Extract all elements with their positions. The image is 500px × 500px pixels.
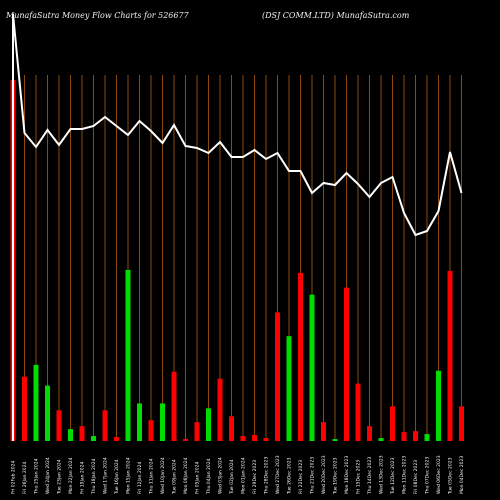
x-tick-label: Thu 07Dec 2023: [425, 457, 431, 495]
money-flow-bar: [275, 312, 280, 441]
x-tick-label: Wed 10Jan 2024: [160, 457, 166, 494]
money-flow-bar: [413, 431, 418, 441]
money-flow-bar: [33, 364, 39, 441]
money-flow-bar: [321, 422, 326, 441]
x-tick-label: Fri 22Dec 2023: [298, 460, 304, 494]
money-flow-bar: [171, 371, 177, 441]
x-tick-label: Tue 23Jan 2024: [57, 459, 63, 495]
money-flow-bars: [10, 79, 464, 441]
x-tick-label: Thu 11Jan 2024: [149, 458, 155, 495]
money-flow-bar: [367, 426, 372, 441]
money-flow-bar: [79, 426, 85, 441]
x-tick-label: Wed 17Jan 2024: [103, 457, 109, 494]
money-flow-bar: [160, 403, 165, 441]
x-tick-label: Tue 26Dec 2023: [287, 457, 293, 495]
x-tick-label: Wed 24Jan 2024: [45, 457, 51, 494]
money-flow-bar: [229, 416, 234, 441]
money-flow-bar: [194, 422, 200, 441]
money-flow-bar: [344, 287, 349, 441]
money-flow-bar: [45, 385, 50, 441]
money-flow-bar: [286, 336, 292, 441]
money-flow-bar: [114, 437, 119, 441]
x-tick-label: Wed 06Dec 2023: [436, 455, 442, 494]
money-flow-bar: [183, 439, 188, 441]
x-tick-label: Mon 11Dec 2023: [402, 456, 408, 494]
x-tick-label: Fri 26Jan 2024: [22, 462, 28, 494]
x-tick-label: Thu 18Jan 2024: [91, 458, 97, 495]
x-tick-label: Thu 28Dec 2023: [264, 457, 270, 495]
money-flow-bar: [206, 408, 211, 441]
money-flow-bar: [56, 410, 62, 441]
x-tick-label: Tue 19Dec 2023: [333, 457, 339, 495]
money-flow-bar: [240, 436, 246, 441]
x-axis-labels: Fri 02Feb 2024 Fri 26Jan 2024 Thu 25Jan 20…: [11, 455, 466, 495]
x-tick-label: Thu 21Dec 2023: [310, 457, 316, 495]
money-flow-bar: [436, 370, 441, 441]
x-tick-label: Fri 02Feb 2024: [11, 460, 17, 494]
chart-title-center: (DSJ COMM.LTD) MunafaSutra.com: [262, 11, 410, 20]
x-tick-label: Tue 12Dec 2023: [390, 457, 396, 495]
x-tick-label: Fri 15Dec 2023: [356, 460, 362, 494]
x-tick-label: Mon 15Jan 2024: [126, 457, 132, 494]
money-flow-bar: [332, 439, 338, 441]
money-flow-bar: [447, 270, 453, 441]
x-tick-label: Wed 03Jan 2024: [218, 457, 224, 494]
x-tick-label: Mon 01Jan 2024: [241, 457, 247, 494]
x-tick-label: Tue 16Jan 2024: [114, 459, 120, 495]
money-flow-bar: [91, 436, 96, 441]
x-tick-label: Tue 09Jan 2024: [172, 459, 178, 495]
money-flow-bar: [263, 438, 269, 441]
x-tick-label: Mon 22Jan 2024: [68, 457, 74, 494]
money-flow-bar: [148, 420, 154, 441]
x-tick-label: Thu 04Jan 2024: [206, 458, 212, 495]
money-flow-bar: [125, 269, 131, 441]
x-tick-label: Thu 25Jan 2024: [34, 458, 40, 495]
x-tick-label: Mon 04Dec 2023: [459, 456, 465, 494]
x-tick-label: Thu 14Dec 2023: [367, 457, 373, 495]
chart-title-left: MunafaSutra Money Flow Charts for 526677: [6, 11, 189, 20]
x-tick-label: Mon 08Jan 2024: [183, 457, 189, 494]
x-tick-label: Tue 02Jan 2024: [229, 459, 235, 495]
money-flow-bar: [459, 406, 464, 441]
money-flow-bar: [390, 406, 395, 441]
x-tick-label: Wed 27Dec 2023: [275, 455, 281, 494]
money-flow-bar: [355, 383, 361, 441]
money-flow-bar: [252, 435, 257, 441]
price-line: [12, 13, 463, 441]
money-flow-bar: [68, 429, 73, 441]
money-flow-bar: [309, 294, 315, 441]
x-tick-label: Wed 13Dec 2023: [379, 455, 385, 494]
x-tick-label: Fri 29Dec 2023: [252, 460, 258, 494]
x-tick-label: Mon 18Dec 2023: [344, 456, 350, 494]
money-flow-bar: [401, 432, 407, 441]
x-tick-label: Fri 05Jan 2024: [195, 462, 201, 494]
x-tick-label: Fri 19Jan 2024: [80, 462, 86, 494]
chart-header: MunafaSutra Money Flow Charts for 526677…: [0, 0, 500, 28]
money-flow-bar: [102, 410, 108, 441]
x-tick-label: Fri 12Jan 2024: [137, 462, 143, 494]
money-flow-bar: [298, 272, 303, 441]
x-tick-label: Wed 20Dec 2023: [321, 455, 327, 494]
money-flow-bar: [217, 378, 223, 441]
money-flow-bar: [424, 434, 430, 441]
money-flow-bar: [22, 376, 27, 441]
x-tick-label: Fri 08Dec 2023: [413, 460, 419, 494]
x-tick-label: Tue 05Dec 2023: [448, 457, 454, 495]
money-flow-bar: [137, 403, 142, 441]
money-flow-bar: [378, 438, 384, 441]
